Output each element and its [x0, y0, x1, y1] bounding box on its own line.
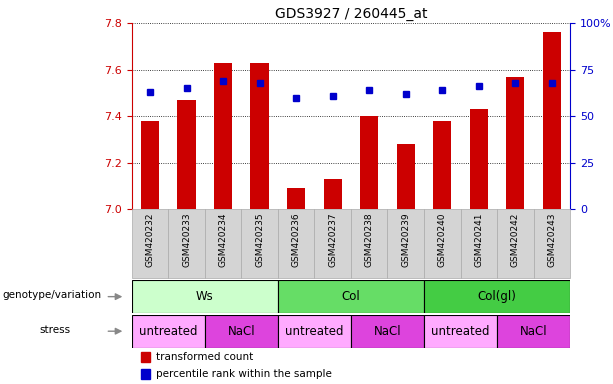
- Bar: [314, 209, 351, 278]
- Bar: [506, 76, 525, 209]
- Bar: [424, 315, 497, 348]
- Bar: [424, 209, 460, 278]
- Text: GSM420233: GSM420233: [182, 213, 191, 267]
- Bar: [424, 280, 570, 313]
- Text: NaCl: NaCl: [227, 325, 255, 338]
- Bar: [242, 209, 278, 278]
- Title: GDS3927 / 260445_at: GDS3927 / 260445_at: [275, 7, 427, 21]
- Bar: [324, 179, 342, 209]
- Text: NaCl: NaCl: [520, 325, 547, 338]
- Text: GSM420240: GSM420240: [438, 213, 447, 267]
- Bar: [140, 369, 150, 379]
- Bar: [351, 315, 424, 348]
- Bar: [278, 315, 351, 348]
- Text: stress: stress: [39, 324, 70, 334]
- Bar: [169, 209, 205, 278]
- Bar: [470, 109, 488, 209]
- Text: GSM420242: GSM420242: [511, 213, 520, 267]
- Bar: [132, 209, 169, 278]
- Text: genotype/variation: genotype/variation: [2, 290, 102, 300]
- Text: percentile rank within the sample: percentile rank within the sample: [156, 369, 332, 379]
- Bar: [132, 280, 278, 313]
- Bar: [397, 144, 415, 209]
- Bar: [433, 121, 451, 209]
- Bar: [543, 32, 561, 209]
- Text: GSM420243: GSM420243: [547, 213, 557, 267]
- Bar: [205, 209, 242, 278]
- Text: NaCl: NaCl: [374, 325, 402, 338]
- Text: untreated: untreated: [285, 325, 344, 338]
- Bar: [214, 63, 232, 209]
- Bar: [251, 63, 268, 209]
- Text: GSM420235: GSM420235: [255, 213, 264, 267]
- Text: GSM420237: GSM420237: [328, 213, 337, 267]
- Text: GSM420241: GSM420241: [474, 213, 483, 267]
- Bar: [497, 315, 570, 348]
- Bar: [205, 315, 278, 348]
- Text: GSM420236: GSM420236: [292, 213, 300, 267]
- Bar: [287, 188, 305, 209]
- Bar: [387, 209, 424, 278]
- Text: transformed count: transformed count: [156, 352, 253, 362]
- Text: GSM420238: GSM420238: [365, 213, 374, 267]
- Bar: [132, 315, 205, 348]
- Text: untreated: untreated: [432, 325, 490, 338]
- Bar: [140, 353, 150, 362]
- Bar: [278, 280, 424, 313]
- Text: GSM420239: GSM420239: [402, 213, 410, 267]
- Text: Col(gl): Col(gl): [478, 290, 517, 303]
- Bar: [533, 209, 570, 278]
- Text: Col: Col: [341, 290, 360, 303]
- Bar: [177, 100, 196, 209]
- Bar: [360, 116, 378, 209]
- Bar: [460, 209, 497, 278]
- Bar: [497, 209, 533, 278]
- Bar: [141, 121, 159, 209]
- Text: GSM420234: GSM420234: [219, 213, 227, 267]
- Bar: [278, 209, 314, 278]
- Text: Ws: Ws: [196, 290, 214, 303]
- Bar: [351, 209, 387, 278]
- Text: untreated: untreated: [139, 325, 197, 338]
- Text: GSM420232: GSM420232: [145, 213, 154, 267]
